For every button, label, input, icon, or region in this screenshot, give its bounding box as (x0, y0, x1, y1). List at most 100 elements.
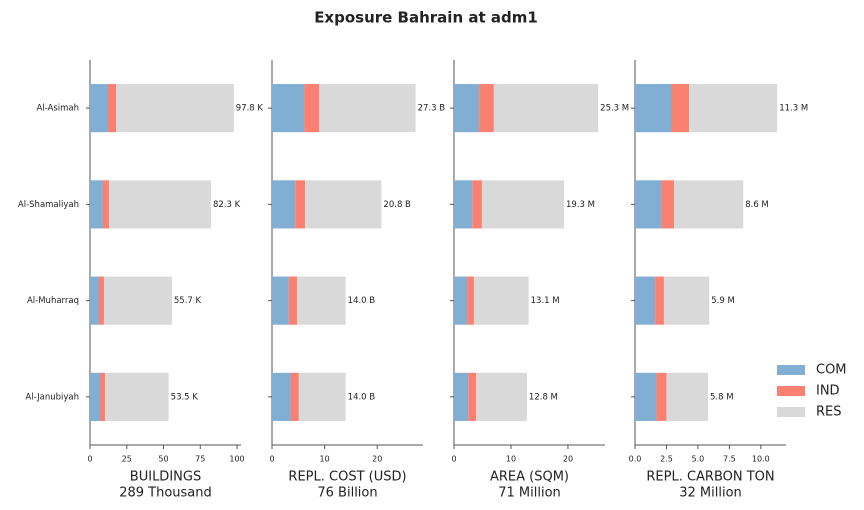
legend-label: IND (816, 384, 840, 399)
bar-segment (473, 276, 529, 325)
total-label: 14.0 B (348, 392, 376, 402)
bar-segment (479, 84, 494, 133)
total-label: 11.3 M (779, 104, 808, 114)
bar-segment (635, 180, 662, 229)
x-tick-label: 7.5 (723, 455, 736, 464)
bar-segment (90, 276, 99, 325)
x-tick-label: 10.0 (752, 455, 770, 464)
bar-segment (103, 276, 172, 325)
x-tick-label: 100 (229, 455, 244, 464)
total-label: 27.3 B (418, 104, 446, 114)
x-tick-label: 20 (563, 455, 573, 464)
x-tick-label: 25 (122, 455, 132, 464)
total-label: 14.0 B (348, 296, 376, 306)
total-label: 19.3 M (566, 200, 595, 210)
bar-segment (454, 372, 469, 421)
bar-segment (493, 84, 599, 133)
x-axis-label: AREA (SQM) (490, 470, 569, 485)
bar-segment (467, 276, 474, 325)
bar-segment (666, 372, 708, 421)
bar-segment (635, 84, 672, 133)
bar-segment (472, 180, 482, 229)
bar-segment (290, 372, 299, 421)
x-tick-label: 2.5 (660, 455, 673, 464)
x-axis-label: REPL. COST (USD) (288, 470, 406, 485)
bar-segment (454, 276, 468, 325)
total-label: 13.1 M (531, 296, 560, 306)
total-label: 55.7 K (174, 296, 202, 306)
x-tick-label: 10 (320, 455, 330, 464)
legend-swatch (777, 386, 805, 396)
bar-segment (108, 180, 212, 229)
x-axis-subtitle: 76 Billion (317, 486, 377, 501)
bar-segment (98, 276, 104, 325)
x-axis-label: BUILDINGS (130, 470, 201, 485)
legend-label: RES (816, 405, 842, 420)
bar-segment (90, 372, 100, 421)
bar-segment (272, 84, 305, 133)
bar-segment (99, 372, 105, 421)
bar-segment (663, 276, 710, 325)
y-tick-label: Al-Asimah (36, 104, 79, 114)
bar-segment (689, 84, 778, 133)
bar-segment (272, 180, 296, 229)
bar-segment (656, 372, 667, 421)
total-label: 53.5 K (171, 392, 199, 402)
bar-segment (635, 372, 657, 421)
bar-segment (102, 180, 109, 229)
bar-segment (674, 180, 744, 229)
bar-segment (661, 180, 675, 229)
x-tick-label: 5.0 (692, 455, 705, 464)
total-label: 82.3 K (213, 200, 241, 210)
x-tick-label: 10 (506, 455, 516, 464)
y-tick-label: Al-Muharraq (27, 296, 79, 306)
legend-swatch (777, 365, 805, 375)
x-axis-subtitle: 32 Million (679, 486, 742, 501)
total-label: 25.3 M (600, 104, 629, 114)
y-tick-label: Al-Shamaliyah (18, 200, 79, 210)
bar-segment (116, 84, 234, 133)
bar-segment (297, 276, 346, 325)
y-tick-label: Al-Janubiyah (25, 392, 79, 402)
bar-segment (288, 276, 298, 325)
x-tick-label: 50 (158, 455, 168, 464)
bar-segment (671, 84, 690, 133)
bar-segment (454, 180, 473, 229)
total-label: 5.9 M (711, 296, 735, 306)
x-tick-label: 20 (372, 455, 382, 464)
bar-segment (319, 84, 416, 133)
bar-segment (476, 372, 527, 421)
legend-swatch (777, 407, 805, 417)
x-axis-label: REPL. CARBON TON (646, 470, 774, 485)
bar-segment (655, 276, 664, 325)
bar-segment (481, 180, 564, 229)
x-tick-label: 0.0 (629, 455, 642, 464)
total-label: 5.8 M (710, 392, 734, 402)
total-label: 8.6 M (745, 200, 769, 210)
x-tick-label: 0 (87, 455, 92, 464)
bar-segment (454, 84, 480, 133)
x-tick-label: 0 (269, 455, 274, 464)
bar-segment (272, 276, 289, 325)
bar-segment (298, 372, 346, 421)
bar-segment (635, 276, 656, 325)
total-label: 12.8 M (529, 392, 558, 402)
bar-segment (90, 180, 103, 229)
legend-label: COM (816, 363, 847, 378)
chart-title: Exposure Bahrain at adm1 (314, 9, 538, 27)
x-axis-subtitle: 71 Million (498, 486, 561, 501)
bar-segment (90, 84, 108, 133)
bar-segment (104, 372, 169, 421)
total-label: 97.8 K (236, 104, 264, 114)
bar-segment (295, 180, 306, 229)
total-label: 20.8 B (383, 200, 411, 210)
bar-segment (272, 372, 291, 421)
bar-segment (305, 180, 382, 229)
x-tick-label: 0 (451, 455, 456, 464)
bar-segment (468, 372, 477, 421)
bar-segment (304, 84, 320, 133)
bar-segment (107, 84, 117, 133)
x-axis-subtitle: 289 Thousand (119, 486, 212, 501)
x-tick-label: 75 (195, 455, 205, 464)
